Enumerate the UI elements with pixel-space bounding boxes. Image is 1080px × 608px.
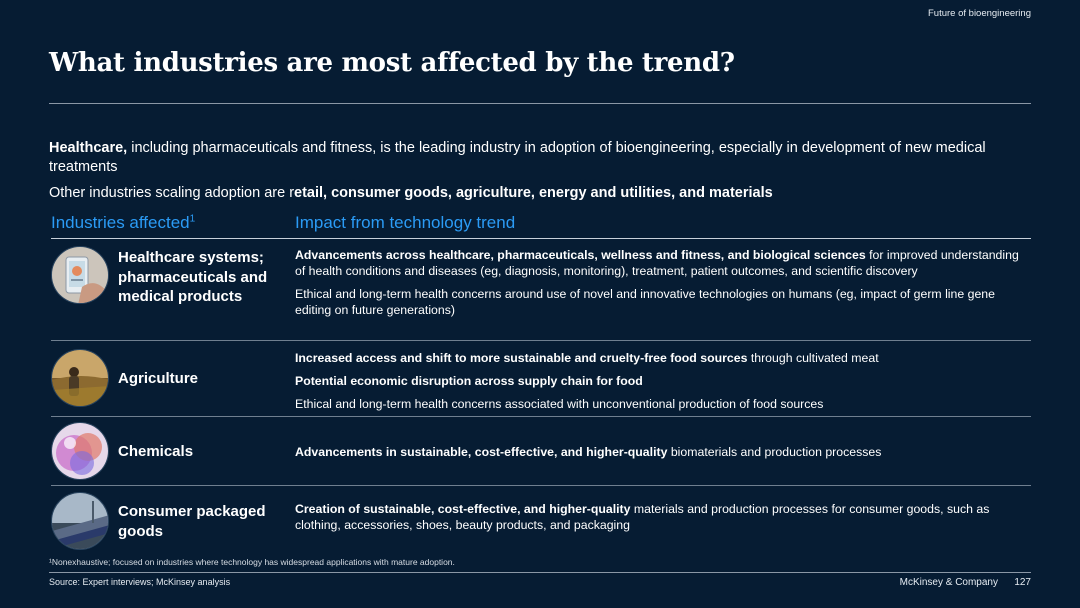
column-header-industries: Industries affected1 <box>51 213 195 233</box>
impact-item: Advancements in sustainable, cost-effect… <box>295 444 1031 460</box>
impact-text: Ethical and long-term health concerns ar… <box>295 287 995 317</box>
industry-label: Chemicals <box>118 443 194 460</box>
intro-paragraph-1: Healthcare, including pharmaceuticals an… <box>49 139 1031 177</box>
intro-p2-plain: Other industries scaling adoption are r <box>49 185 295 201</box>
title-divider <box>49 103 1031 104</box>
impact-item: Increased access and shift to more susta… <box>295 350 1031 366</box>
impact-item: Ethical and long-term health concerns ar… <box>295 286 1031 318</box>
impact-text: for improved understanding of health con… <box>295 248 1019 278</box>
impact-list: Advancements across healthcare, pharmace… <box>295 247 1031 325</box>
healthcare-image <box>51 246 109 304</box>
impact-item: Potential economic disruption across sup… <box>295 373 1031 389</box>
impact-bold: Creation of sustainable, cost-effective,… <box>295 502 631 516</box>
impact-text: Ethical and long-term health concerns as… <box>295 397 824 411</box>
impact-text: materials and production processes for c… <box>295 502 990 532</box>
column-header-impact: Impact from technology trend <box>295 213 516 232</box>
impact-list: Increased access and shift to more susta… <box>295 350 1031 419</box>
chemicals-image <box>51 422 109 480</box>
agriculture-image <box>51 349 109 407</box>
page-title: What industries are most affected by the… <box>49 48 735 78</box>
impact-item: Advancements across healthcare, pharmace… <box>295 247 1031 279</box>
source-note: Source: Expert interviews; McKinsey anal… <box>49 577 231 587</box>
impact-item: Ethical and long-term health concerns as… <box>295 396 1031 412</box>
table-row-consumer-goods: Consumer packaged goods Creation of sust… <box>51 492 1031 552</box>
row-divider <box>51 416 1031 417</box>
page-number: 127 <box>1014 577 1031 588</box>
brand-label: McKinsey & Company <box>899 577 998 588</box>
industry-label: Agriculture <box>118 370 199 387</box>
footer-divider <box>49 572 1031 573</box>
row-divider <box>51 485 1031 486</box>
intro-p1-bold: Healthcare, <box>49 140 128 156</box>
impact-text: biomaterials and production processes <box>667 445 882 459</box>
footnote-marker: 1 <box>189 213 196 225</box>
intro-p1-rest: including pharmaceuticals and fitness, i… <box>49 140 986 175</box>
intro-paragraph-2: Other industries scaling adoption are re… <box>49 184 1031 203</box>
impact-list: Creation of sustainable, cost-effective,… <box>295 501 1031 540</box>
impact-bold: Potential economic disruption across sup… <box>295 374 643 388</box>
consumer-goods-image <box>51 492 109 550</box>
impact-item: Creation of sustainable, cost-effective,… <box>295 501 1031 533</box>
industry-label: Consumer packaged goods <box>118 503 266 540</box>
header-divider <box>51 238 1031 239</box>
industry-label: Healthcare systems; pharmaceuticals and … <box>118 249 268 305</box>
impact-list: Advancements in sustainable, cost-effect… <box>295 444 1031 467</box>
impact-bold: Increased access and shift to more susta… <box>295 351 748 365</box>
impact-bold: Advancements across healthcare, pharmace… <box>295 248 866 262</box>
intro-text: Healthcare, including pharmaceuticals an… <box>49 139 1031 210</box>
intro-p2-bold: etail, consumer goods, agriculture, ener… <box>294 185 773 201</box>
table-row-chemicals: Chemicals Advancements in sustainable, c… <box>51 422 1031 480</box>
row-divider <box>51 340 1031 341</box>
table-row-agriculture: Agriculture Increased access and shift t… <box>51 349 1031 417</box>
topic-label: Future of bioengineering <box>928 8 1031 19</box>
column-header-industries-text: Industries affected <box>51 213 190 232</box>
footnote: ¹Nonexhaustive; focused on industries wh… <box>49 557 455 567</box>
table-row-healthcare: Healthcare systems; pharmaceuticals and … <box>51 246 1031 340</box>
impact-text: through cultivated meat <box>747 351 879 365</box>
impact-bold: Advancements in sustainable, cost-effect… <box>295 445 668 459</box>
